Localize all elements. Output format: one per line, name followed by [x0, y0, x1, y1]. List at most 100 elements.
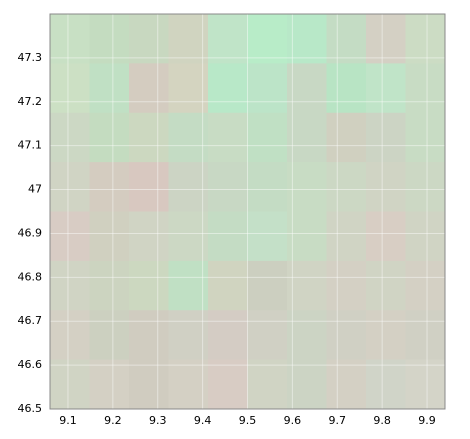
cell: [129, 14, 169, 64]
cell: [366, 14, 406, 64]
cell: [247, 112, 288, 163]
cell: [89, 359, 130, 410]
cell: [366, 310, 406, 361]
cell: [168, 162, 209, 212]
cell: [168, 260, 209, 311]
cell: [168, 63, 209, 114]
x-tick-label: 9.2: [104, 414, 122, 427]
y-tick-label: 46.8: [18, 270, 43, 283]
cell: [168, 112, 209, 163]
cell: [89, 63, 130, 114]
y-tick-label: 47: [28, 183, 42, 196]
cell: [405, 112, 446, 163]
cell: [208, 162, 248, 212]
plot-frame: [49, 13, 446, 410]
x-tick-label: 9.1: [59, 414, 77, 427]
x-tick-label: 9.8: [373, 414, 391, 427]
cell: [326, 112, 367, 163]
cell: [326, 14, 367, 64]
cell: [89, 14, 130, 64]
cell: [326, 359, 367, 410]
cell: [326, 211, 367, 262]
y-tick-label: 47.1: [18, 139, 43, 152]
cell: [247, 14, 288, 64]
cell: [287, 14, 327, 64]
cell: [247, 63, 288, 114]
cell: [50, 162, 90, 212]
cell: [129, 63, 169, 114]
cell: [50, 112, 90, 163]
cell: [287, 310, 327, 361]
cell: [287, 162, 327, 212]
cell: [366, 63, 406, 114]
cell: [326, 260, 367, 311]
cell: [247, 359, 288, 410]
y-tick-label: 47.2: [18, 95, 43, 108]
cell: [129, 112, 169, 163]
x-tick-label: 9.4: [194, 414, 212, 427]
cell: [326, 310, 367, 361]
cell: [405, 162, 446, 212]
x-tick-label: 9.6: [284, 414, 302, 427]
cell: [129, 211, 169, 262]
cell: [405, 63, 446, 114]
cell: [129, 359, 169, 410]
cell: [326, 63, 367, 114]
cell: [89, 260, 130, 311]
cell: [168, 211, 209, 262]
cell: [405, 211, 446, 262]
cell: [168, 310, 209, 361]
cell: [208, 63, 248, 114]
cell: [366, 112, 406, 163]
cell: [366, 260, 406, 311]
cell: [247, 211, 288, 262]
y-tick-label: 46.5: [18, 402, 43, 415]
cell: [405, 359, 446, 410]
y-tick-label: 46.6: [18, 358, 43, 371]
cell: [89, 211, 130, 262]
cell: [405, 260, 446, 311]
y-tick-label: 46.7: [18, 314, 43, 327]
cell: [287, 211, 327, 262]
cell: [208, 359, 248, 410]
cell: [247, 310, 288, 361]
cell: [247, 260, 288, 311]
cell: [50, 63, 90, 114]
cell: [287, 359, 327, 410]
cell: [287, 63, 327, 114]
cell: [405, 310, 446, 361]
cell: [208, 211, 248, 262]
cell: [366, 211, 406, 262]
cell: [366, 359, 406, 410]
cell: [129, 310, 169, 361]
x-tick-label: 9.3: [149, 414, 167, 427]
cell: [50, 359, 90, 410]
y-tick-label: 47.3: [18, 51, 43, 64]
cell: [129, 260, 169, 311]
cell: [168, 359, 209, 410]
cell: [405, 14, 446, 64]
x-tick-label: 9.7: [329, 414, 347, 427]
cell: [208, 112, 248, 163]
cell: [50, 211, 90, 262]
x-tick-label: 9.9: [418, 414, 436, 427]
cell: [326, 162, 367, 212]
cell: [287, 112, 327, 163]
cell: [247, 162, 288, 212]
cell: [208, 14, 248, 64]
cell: [168, 14, 209, 64]
x-tick-label: 9.5: [239, 414, 257, 427]
cell: [50, 310, 90, 361]
cell: [50, 260, 90, 311]
cell: [50, 14, 90, 64]
cell: [287, 260, 327, 311]
cell: [208, 260, 248, 311]
y-tick-label: 46.9: [18, 226, 43, 239]
cell: [89, 162, 130, 212]
cell: [366, 162, 406, 212]
cell: [129, 162, 169, 212]
cell: [89, 310, 130, 361]
cell: [208, 310, 248, 361]
